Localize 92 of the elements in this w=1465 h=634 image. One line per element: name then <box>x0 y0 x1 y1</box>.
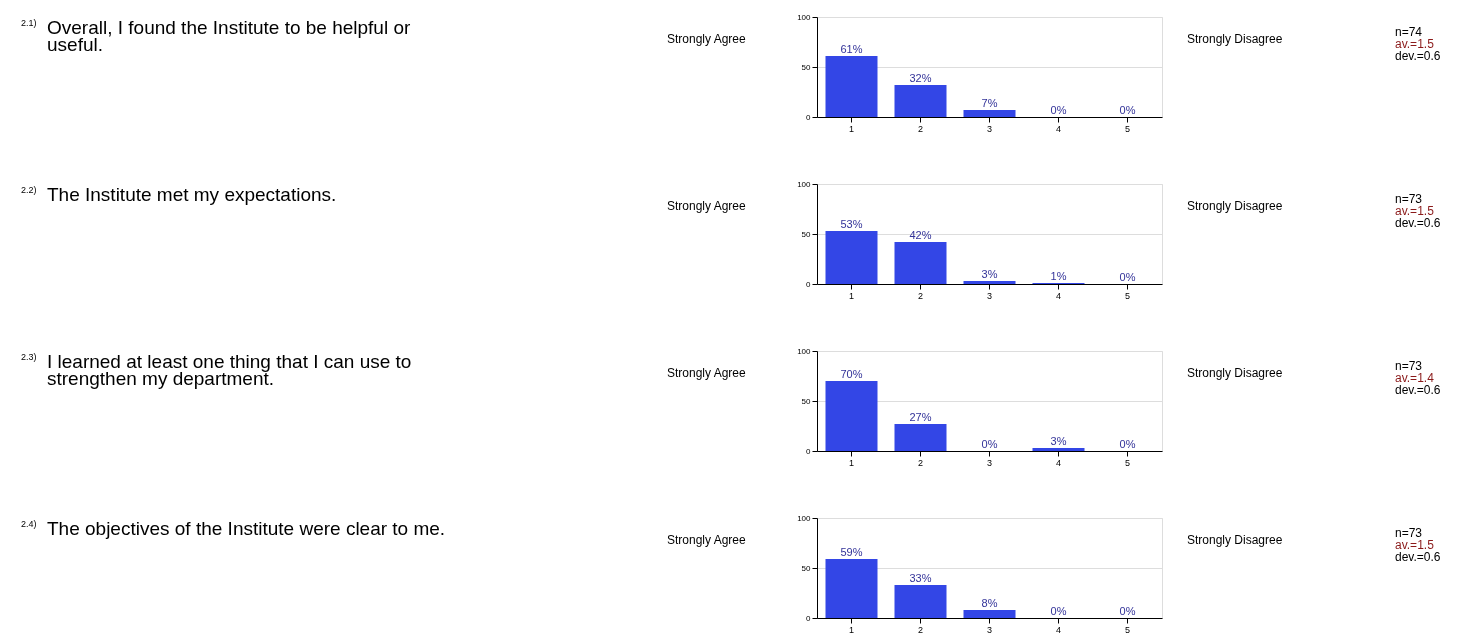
text: dev.=0.6 <box>1395 216 1441 230</box>
x-tick-label: 4 <box>1055 457 1062 468</box>
bar <box>963 110 1016 117</box>
x-tick-label: 4 <box>1055 624 1062 634</box>
text: Strongly Agree <box>667 533 747 547</box>
data-label: 42% <box>909 229 932 241</box>
x-tick-label: 1 <box>848 457 855 468</box>
x-tick-label: 2 <box>917 123 924 134</box>
text: av.=1.5 <box>1395 204 1435 218</box>
x-tick-label: 2 <box>917 457 924 468</box>
x-tick-label: 5 <box>1124 290 1131 301</box>
data-label: 8% <box>981 597 998 609</box>
text: The Institute met my expectations. <box>47 184 337 205</box>
x-tick-label: 4 <box>1055 123 1062 134</box>
x-tick-label: 4 <box>1055 290 1062 301</box>
text: dev.=0.6 <box>1395 383 1441 397</box>
bar <box>894 424 947 451</box>
x-tick-label: 3 <box>986 457 993 468</box>
data-label: 53% <box>840 218 863 230</box>
text: av.=1.5 <box>1395 538 1435 552</box>
data-label: 0% <box>1119 438 1136 450</box>
text: n=73 <box>1395 192 1423 206</box>
y-tick-label: 100 <box>797 513 812 523</box>
data-label: 27% <box>909 411 932 423</box>
text: Strongly Agree <box>667 32 747 46</box>
bar <box>963 610 1016 618</box>
y-tick-label: 50 <box>801 62 812 72</box>
bar <box>963 281 1016 284</box>
x-tick-label: 5 <box>1124 624 1131 634</box>
text: The objectives of the Institute were clear to me. <box>47 518 446 539</box>
x-tick-label: 1 <box>848 290 855 301</box>
y-tick-label: 50 <box>801 396 812 406</box>
data-label: 7% <box>981 97 998 109</box>
data-label: 0% <box>1119 605 1136 617</box>
text: n=73 <box>1395 359 1423 373</box>
text: av.=1.4 <box>1395 371 1435 385</box>
data-label: 61% <box>840 43 863 55</box>
text: 2.3) <box>21 352 37 362</box>
data-label: 33% <box>909 572 932 584</box>
text: Overall, I found the Institute to be helpful or useful. <box>47 17 411 55</box>
text: dev.=0.6 <box>1395 550 1441 564</box>
text: I learned at least one thing that I can use to strengthen my department. <box>47 351 412 389</box>
y-tick-label: 0 <box>806 279 812 289</box>
y-tick-label: 50 <box>801 229 812 239</box>
data-label: 3% <box>981 268 998 280</box>
data-label: 0% <box>1119 104 1136 116</box>
text: 2.1) <box>21 18 37 28</box>
text: Strongly Disagree <box>1187 199 1283 213</box>
x-tick-label: 3 <box>986 290 993 301</box>
bar <box>825 231 878 284</box>
y-tick-label: 100 <box>797 179 812 189</box>
data-label: 0% <box>1050 104 1067 116</box>
data-label: 59% <box>840 546 863 558</box>
x-tick-label: 5 <box>1124 123 1131 134</box>
text: Strongly Agree <box>667 366 747 380</box>
x-tick-label: 1 <box>848 624 855 634</box>
y-tick-label: 0 <box>806 112 812 122</box>
x-tick-label: 3 <box>986 624 993 634</box>
text: av.=1.5 <box>1395 37 1435 51</box>
x-tick-label: 5 <box>1124 457 1131 468</box>
text: 2.4) <box>21 519 37 529</box>
x-tick-label: 1 <box>848 123 855 134</box>
x-tick-label: 2 <box>917 624 924 634</box>
bar <box>894 242 947 284</box>
bar <box>825 559 878 618</box>
text: n=74 <box>1395 25 1423 39</box>
bar <box>1032 448 1085 451</box>
data-label: 1% <box>1050 270 1067 282</box>
text: Strongly Disagree <box>1187 32 1283 46</box>
y-tick-label: 0 <box>806 613 812 623</box>
text: 2.2) <box>21 185 37 195</box>
bar <box>894 85 947 117</box>
data-label: 0% <box>1050 605 1067 617</box>
text: Strongly Agree <box>667 199 747 213</box>
data-label: 70% <box>840 368 863 380</box>
text: Strongly Disagree <box>1187 366 1283 380</box>
bar <box>825 56 878 117</box>
data-label: 3% <box>1050 435 1067 447</box>
y-tick-label: 50 <box>801 563 812 573</box>
data-label: 0% <box>1119 271 1136 283</box>
bar <box>894 585 947 618</box>
y-tick-label: 100 <box>797 346 812 356</box>
data-label: 0% <box>981 438 998 450</box>
y-tick-label: 0 <box>806 446 812 456</box>
data-label: 32% <box>909 72 932 84</box>
text: dev.=0.6 <box>1395 49 1441 63</box>
text: Strongly Disagree <box>1187 533 1283 547</box>
bar <box>825 381 878 451</box>
x-tick-label: 3 <box>986 123 993 134</box>
y-tick-label: 100 <box>797 12 812 22</box>
x-tick-label: 2 <box>917 290 924 301</box>
text: n=73 <box>1395 526 1423 540</box>
